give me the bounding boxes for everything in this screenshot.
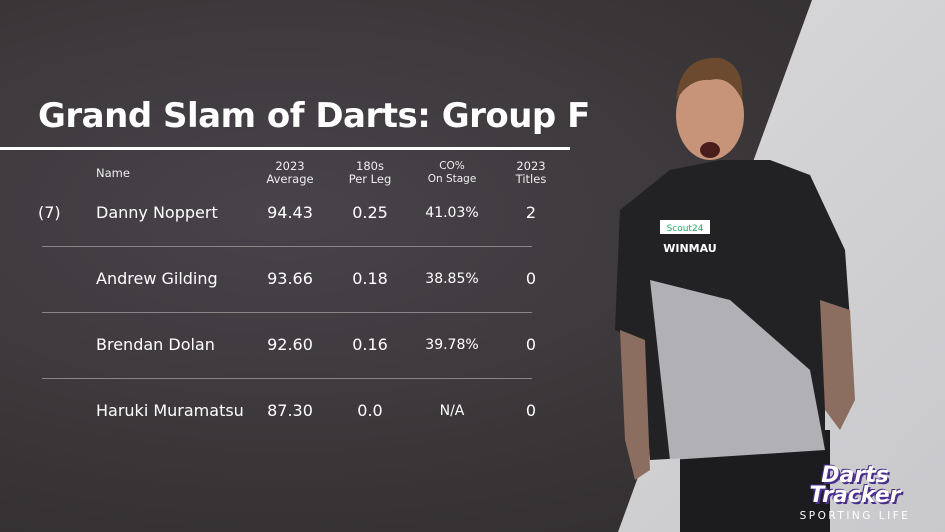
row-s180: 0.0 (357, 401, 383, 420)
row-co: 38.85% (425, 271, 479, 287)
h: 2023 (275, 159, 305, 173)
row-avg: 92.60 (267, 335, 313, 354)
logo-line1: Darts (821, 463, 889, 488)
row-co: 41.03% (425, 205, 479, 221)
header-180s: 180s Per Leg (330, 160, 410, 186)
row-seed: (7) (38, 203, 61, 222)
row-titles: 2 (525, 203, 537, 222)
row-co: 39.78% (425, 337, 479, 353)
shirt-sponsor-2: WINMAU (663, 242, 717, 255)
h: On Stage (427, 173, 477, 185)
player-photo: Scout24 WINMAU (615, 57, 855, 532)
darts-tracker-logo: Darts Tracker SPORTING LIFE (795, 463, 915, 523)
row-co: N/A (439, 403, 465, 419)
header-titles: 2023 Titles (491, 160, 571, 186)
logo-line3: SPORTING LIFE (799, 510, 911, 522)
shirt-sponsor-1: Scout24 (667, 224, 704, 234)
h: CO% (439, 160, 465, 172)
h: 2023 (516, 159, 546, 173)
row-separator (42, 312, 532, 313)
row-name: Danny Noppert (96, 203, 218, 222)
row-s180: 0.25 (352, 203, 388, 222)
header-checkout: CO% On Stage (412, 160, 492, 186)
row-name: Haruki Muramatsu (96, 401, 244, 420)
title-underline (0, 147, 570, 150)
row-titles: 0 (525, 335, 537, 354)
header-average: 2023 Average (250, 160, 330, 186)
row-avg: 93.66 (267, 269, 313, 288)
row-s180: 0.16 (352, 335, 388, 354)
row-separator (42, 246, 532, 247)
h: Per Leg (348, 172, 392, 186)
header-name: Name (96, 166, 130, 180)
h: 180s (356, 159, 384, 173)
row-avg: 94.43 (267, 203, 313, 222)
row-avg: 87.30 (267, 401, 313, 420)
row-name: Brendan Dolan (96, 335, 215, 354)
row-titles: 0 (525, 401, 537, 420)
row-titles: 0 (525, 269, 537, 288)
logo-line2: Tracker (809, 483, 901, 508)
page-title: Grand Slam of Darts: Group F (38, 96, 590, 136)
row-s180: 0.18 (352, 269, 388, 288)
h: Titles (515, 172, 547, 186)
row-separator (42, 378, 532, 379)
h: Average (266, 172, 314, 186)
row-name: Andrew Gilding (96, 269, 218, 288)
